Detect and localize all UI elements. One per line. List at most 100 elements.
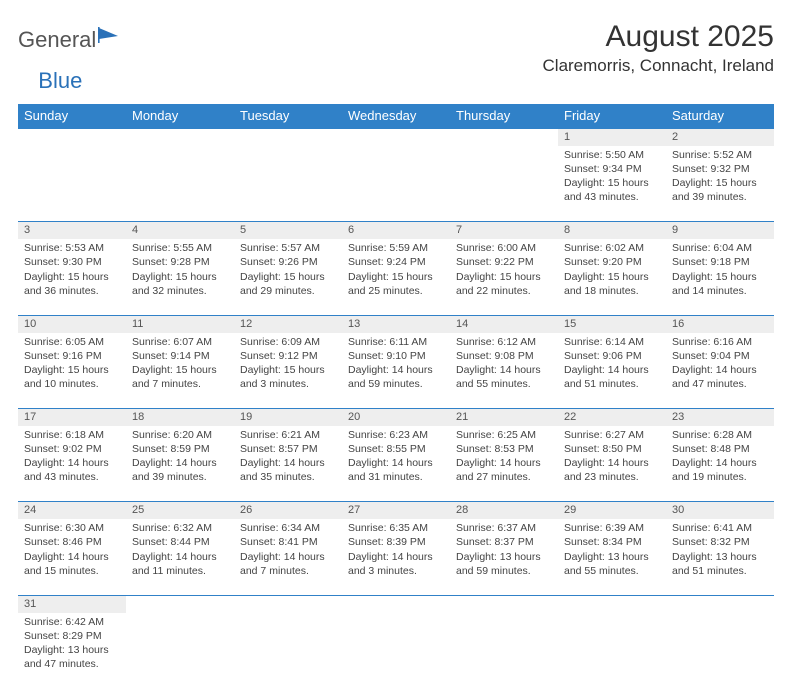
day-cell: Sunrise: 6:07 AMSunset: 9:14 PMDaylight:… — [126, 333, 234, 409]
sunrise: Sunrise: 6:16 AM — [672, 335, 768, 349]
day-cell — [18, 146, 126, 222]
day-content-row: Sunrise: 5:50 AMSunset: 9:34 PMDaylight:… — [18, 146, 774, 222]
day-number: 27 — [342, 502, 450, 519]
day-number: 18 — [126, 409, 234, 426]
day-cell: Sunrise: 6:37 AMSunset: 8:37 PMDaylight:… — [450, 519, 558, 595]
flag-icon — [98, 26, 120, 44]
day-cell: Sunrise: 6:34 AMSunset: 8:41 PMDaylight:… — [234, 519, 342, 595]
day-cell: Sunrise: 6:14 AMSunset: 9:06 PMDaylight:… — [558, 333, 666, 409]
sunrise: Sunrise: 6:21 AM — [240, 428, 336, 442]
sunrise: Sunrise: 6:04 AM — [672, 241, 768, 255]
day-cell — [666, 613, 774, 689]
day-content-row: Sunrise: 5:53 AMSunset: 9:30 PMDaylight:… — [18, 239, 774, 315]
day-number: 1 — [558, 128, 666, 146]
day-cell: Sunrise: 6:32 AMSunset: 8:44 PMDaylight:… — [126, 519, 234, 595]
day-number: 10 — [18, 315, 126, 332]
sunset: Sunset: 8:57 PM — [240, 442, 336, 456]
sunset: Sunset: 9:12 PM — [240, 349, 336, 363]
day-number: 22 — [558, 409, 666, 426]
daylight: Daylight: 15 hours and 3 minutes. — [240, 363, 336, 391]
day-number: 14 — [450, 315, 558, 332]
day-number-row: 17181920212223 — [18, 409, 774, 426]
daylight: Daylight: 15 hours and 7 minutes. — [132, 363, 228, 391]
location: Claremorris, Connacht, Ireland — [543, 56, 774, 76]
day-cell: Sunrise: 5:57 AMSunset: 9:26 PMDaylight:… — [234, 239, 342, 315]
sunrise: Sunrise: 5:53 AM — [24, 241, 120, 255]
day-number: 20 — [342, 409, 450, 426]
daylight: Daylight: 14 hours and 47 minutes. — [672, 363, 768, 391]
day-number: 11 — [126, 315, 234, 332]
sunset: Sunset: 8:29 PM — [24, 629, 120, 643]
day-number-row: 10111213141516 — [18, 315, 774, 332]
logo-text-2: Blue — [38, 68, 82, 94]
daylight: Daylight: 14 hours and 51 minutes. — [564, 363, 660, 391]
day-header: Saturday — [666, 104, 774, 128]
day-header: Friday — [558, 104, 666, 128]
daylight: Daylight: 15 hours and 29 minutes. — [240, 270, 336, 298]
day-cell: Sunrise: 6:23 AMSunset: 8:55 PMDaylight:… — [342, 426, 450, 502]
sunrise: Sunrise: 6:39 AM — [564, 521, 660, 535]
daylight: Daylight: 14 hours and 59 minutes. — [348, 363, 444, 391]
daylight: Daylight: 15 hours and 14 minutes. — [672, 270, 768, 298]
month-title: August 2025 — [543, 20, 774, 54]
daylight: Daylight: 15 hours and 43 minutes. — [564, 176, 660, 204]
day-header: Thursday — [450, 104, 558, 128]
sunrise: Sunrise: 6:41 AM — [672, 521, 768, 535]
sunrise: Sunrise: 6:14 AM — [564, 335, 660, 349]
day-content-row: Sunrise: 6:05 AMSunset: 9:16 PMDaylight:… — [18, 333, 774, 409]
day-cell: Sunrise: 6:25 AMSunset: 8:53 PMDaylight:… — [450, 426, 558, 502]
day-content-row: Sunrise: 6:42 AMSunset: 8:29 PMDaylight:… — [18, 613, 774, 689]
day-number — [126, 595, 234, 612]
day-content-row: Sunrise: 6:30 AMSunset: 8:46 PMDaylight:… — [18, 519, 774, 595]
sunset: Sunset: 9:08 PM — [456, 349, 552, 363]
day-cell: Sunrise: 6:12 AMSunset: 9:08 PMDaylight:… — [450, 333, 558, 409]
sunset: Sunset: 9:34 PM — [564, 162, 660, 176]
sunrise: Sunrise: 6:07 AM — [132, 335, 228, 349]
day-number — [450, 128, 558, 146]
day-number: 29 — [558, 502, 666, 519]
day-number-row: 31 — [18, 595, 774, 612]
day-cell: Sunrise: 5:52 AMSunset: 9:32 PMDaylight:… — [666, 146, 774, 222]
day-cell — [450, 613, 558, 689]
day-number: 30 — [666, 502, 774, 519]
daylight: Daylight: 14 hours and 7 minutes. — [240, 550, 336, 578]
day-cell — [126, 613, 234, 689]
sunrise: Sunrise: 5:50 AM — [564, 148, 660, 162]
day-number: 15 — [558, 315, 666, 332]
day-cell — [234, 613, 342, 689]
sunset: Sunset: 9:24 PM — [348, 255, 444, 269]
sunset: Sunset: 9:06 PM — [564, 349, 660, 363]
day-number: 7 — [450, 222, 558, 239]
title-block: August 2025 Claremorris, Connacht, Irela… — [543, 20, 774, 76]
day-number — [450, 595, 558, 612]
day-number — [234, 595, 342, 612]
sunrise: Sunrise: 5:59 AM — [348, 241, 444, 255]
calendar-table: SundayMondayTuesdayWednesdayThursdayFrid… — [18, 104, 774, 689]
daylight: Daylight: 15 hours and 22 minutes. — [456, 270, 552, 298]
day-number: 6 — [342, 222, 450, 239]
day-cell: Sunrise: 5:53 AMSunset: 9:30 PMDaylight:… — [18, 239, 126, 315]
sunrise: Sunrise: 6:27 AM — [564, 428, 660, 442]
daylight: Daylight: 15 hours and 25 minutes. — [348, 270, 444, 298]
day-cell: Sunrise: 6:02 AMSunset: 9:20 PMDaylight:… — [558, 239, 666, 315]
day-number: 13 — [342, 315, 450, 332]
day-number: 17 — [18, 409, 126, 426]
day-cell: Sunrise: 6:20 AMSunset: 8:59 PMDaylight:… — [126, 426, 234, 502]
day-number: 3 — [18, 222, 126, 239]
daylight: Daylight: 14 hours and 43 minutes. — [24, 456, 120, 484]
day-header-row: SundayMondayTuesdayWednesdayThursdayFrid… — [18, 104, 774, 128]
daylight: Daylight: 15 hours and 10 minutes. — [24, 363, 120, 391]
sunset: Sunset: 9:28 PM — [132, 255, 228, 269]
sunset: Sunset: 9:04 PM — [672, 349, 768, 363]
day-number: 21 — [450, 409, 558, 426]
daylight: Daylight: 15 hours and 18 minutes. — [564, 270, 660, 298]
day-content-row: Sunrise: 6:18 AMSunset: 9:02 PMDaylight:… — [18, 426, 774, 502]
sunset: Sunset: 8:48 PM — [672, 442, 768, 456]
sunset: Sunset: 9:10 PM — [348, 349, 444, 363]
day-number: 31 — [18, 595, 126, 612]
sunset: Sunset: 8:46 PM — [24, 535, 120, 549]
sunrise: Sunrise: 6:32 AM — [132, 521, 228, 535]
daylight: Daylight: 15 hours and 39 minutes. — [672, 176, 768, 204]
day-header: Monday — [126, 104, 234, 128]
sunset: Sunset: 8:44 PM — [132, 535, 228, 549]
